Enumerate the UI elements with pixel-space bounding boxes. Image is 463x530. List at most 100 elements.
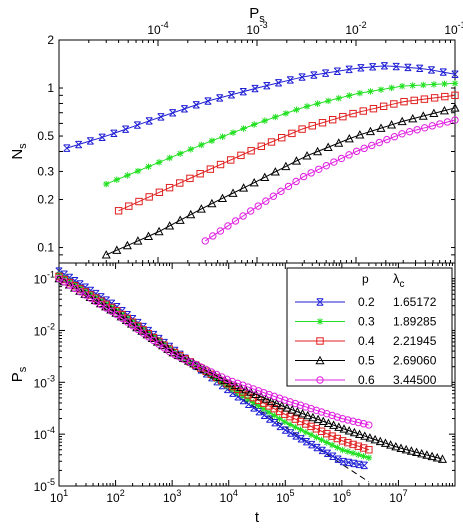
legend-box: [286, 267, 453, 387]
data-point: [246, 207, 255, 215]
data-point: [296, 401, 305, 409]
data-point: [239, 392, 247, 400]
data-point: [439, 68, 447, 76]
data-point: [198, 141, 205, 149]
data-point: [303, 103, 311, 110]
data-point: [376, 123, 386, 132]
data-point: [409, 82, 416, 89]
data-point: [71, 284, 79, 293]
series-p0.3: [103, 80, 459, 188]
data-point: [275, 394, 284, 402]
y-tick-label: 10-1: [34, 270, 55, 287]
data-point: [239, 381, 247, 389]
data-point: [360, 461, 368, 470]
series-p0.2: [63, 62, 459, 152]
data-point: [365, 454, 373, 461]
data-point: [144, 333, 152, 341]
data-point: [235, 382, 245, 392]
data-point: [323, 142, 333, 151]
data-point: [344, 438, 352, 447]
data-point: [282, 403, 292, 412]
data-point: [110, 129, 118, 138]
data-point: [261, 394, 271, 403]
data-point: [272, 398, 282, 408]
x-tick-label: 106: [333, 488, 351, 505]
legend-entry-p0.6: 0.6 3.44500: [295, 373, 437, 387]
data-point: [269, 192, 278, 200]
legend-entry-p0.4: 0.4 2.21945: [295, 334, 437, 348]
data-point: [257, 142, 266, 150]
data-point: [133, 236, 143, 245]
data-point: [71, 277, 79, 285]
data-point: [250, 121, 258, 128]
data-point: [302, 429, 310, 436]
data-point: [349, 427, 359, 437]
data-point: [113, 176, 121, 183]
data-point: [281, 418, 289, 426]
data-point: [349, 417, 357, 425]
data-point: [229, 129, 237, 136]
y-tick-label: 2: [47, 33, 54, 47]
x-tick-label: 103: [163, 488, 181, 505]
data-point: [334, 422, 344, 431]
data-point: [256, 391, 266, 401]
data-point: [323, 439, 331, 446]
data-point: [209, 232, 217, 240]
x-tick-label: 105: [276, 488, 294, 505]
data-point: [291, 415, 300, 423]
data-point: [344, 425, 354, 435]
data-point: [398, 82, 406, 90]
data-point: [128, 321, 137, 330]
data-point: [176, 179, 184, 187]
data-point: [86, 294, 95, 302]
data-point: [307, 404, 315, 413]
data-point: [345, 151, 353, 159]
data-point: [344, 133, 354, 143]
data-point: [125, 202, 133, 210]
data-point: [318, 119, 327, 127]
data-point: [312, 425, 321, 433]
data-point: [266, 396, 276, 405]
x-tick-label: 10-3: [246, 20, 267, 37]
data-point: [313, 414, 323, 424]
legend-header-p: p: [362, 272, 369, 286]
legend-p-value: 0.5: [358, 354, 375, 368]
data-point: [318, 446, 326, 455]
data-point: [355, 451, 362, 458]
data-point: [262, 197, 270, 205]
data-point: [239, 396, 247, 405]
data-point: [314, 100, 321, 107]
legend-entry-p0.2: 0.2 1.65172: [295, 295, 437, 309]
data-point: [451, 70, 459, 78]
data-point: [383, 135, 391, 144]
data-point: [355, 130, 365, 139]
series-line: [204, 119, 456, 242]
data-point: [271, 412, 278, 419]
data-point: [123, 318, 131, 326]
data-point: [352, 147, 361, 155]
legend: p λc 0.2 1.65172 0.3 1.89285 0.4 2.21945 0.5 2.69…: [286, 267, 453, 387]
data-point: [387, 120, 397, 129]
data-point: [251, 84, 259, 93]
data-point: [76, 287, 84, 296]
data-point: [229, 389, 237, 397]
data-point: [339, 446, 346, 454]
data-point: [315, 165, 323, 173]
data-point: [302, 151, 312, 160]
data-point: [216, 227, 225, 235]
data-point: [375, 436, 385, 446]
data-point: [298, 408, 308, 418]
data-point: [401, 444, 411, 454]
x-axis-title: Ps: [249, 5, 265, 25]
data-point: [92, 289, 100, 298]
legend-lambda-value: 1.65172: [393, 295, 437, 309]
data-point: [349, 440, 357, 449]
data-point: [439, 105, 449, 115]
data-point: [75, 140, 83, 149]
data-point: [186, 174, 194, 183]
data-point: [344, 416, 352, 424]
data-point: [339, 457, 347, 466]
data-point: [344, 448, 352, 455]
data-point: [244, 383, 252, 391]
data-point: [380, 438, 390, 447]
